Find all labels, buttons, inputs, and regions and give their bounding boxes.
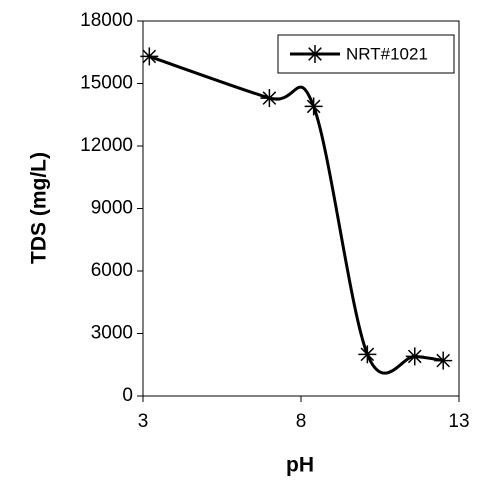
marker-stroke [407, 349, 422, 364]
x-tick-label: 8 [296, 411, 307, 432]
data-point [260, 89, 279, 108]
y-axis-title: TDS (mg/L) [28, 152, 51, 264]
y-tick-label: 18000 [80, 10, 133, 31]
y-tick-label: 9000 [91, 198, 133, 219]
data-point [304, 97, 323, 116]
y-tick-label: 3000 [91, 323, 133, 344]
x-tick-label: 13 [448, 411, 469, 432]
y-tick-label: 6000 [91, 260, 133, 281]
legend: NRT#1021 [277, 34, 455, 74]
y-tick-label: 0 [122, 385, 133, 406]
data-point [140, 47, 159, 66]
data-point [405, 347, 424, 366]
marker-stroke [262, 91, 277, 105]
data-point [358, 345, 377, 364]
legend-label: NRT#1021 [346, 44, 428, 63]
series-line [148, 54, 444, 375]
y-tick-label: 12000 [80, 135, 133, 156]
x-tick-label: 3 [138, 411, 149, 432]
marker-stroke [308, 47, 322, 61]
marker-stroke [436, 353, 451, 368]
y-tick-label: 15000 [80, 73, 133, 94]
plot-area [142, 20, 460, 397]
x-axis-title: pH [286, 454, 314, 477]
marker-stroke [306, 99, 321, 114]
marker-stroke [360, 347, 375, 362]
marker-stroke [142, 49, 157, 64]
data-point [434, 351, 453, 370]
